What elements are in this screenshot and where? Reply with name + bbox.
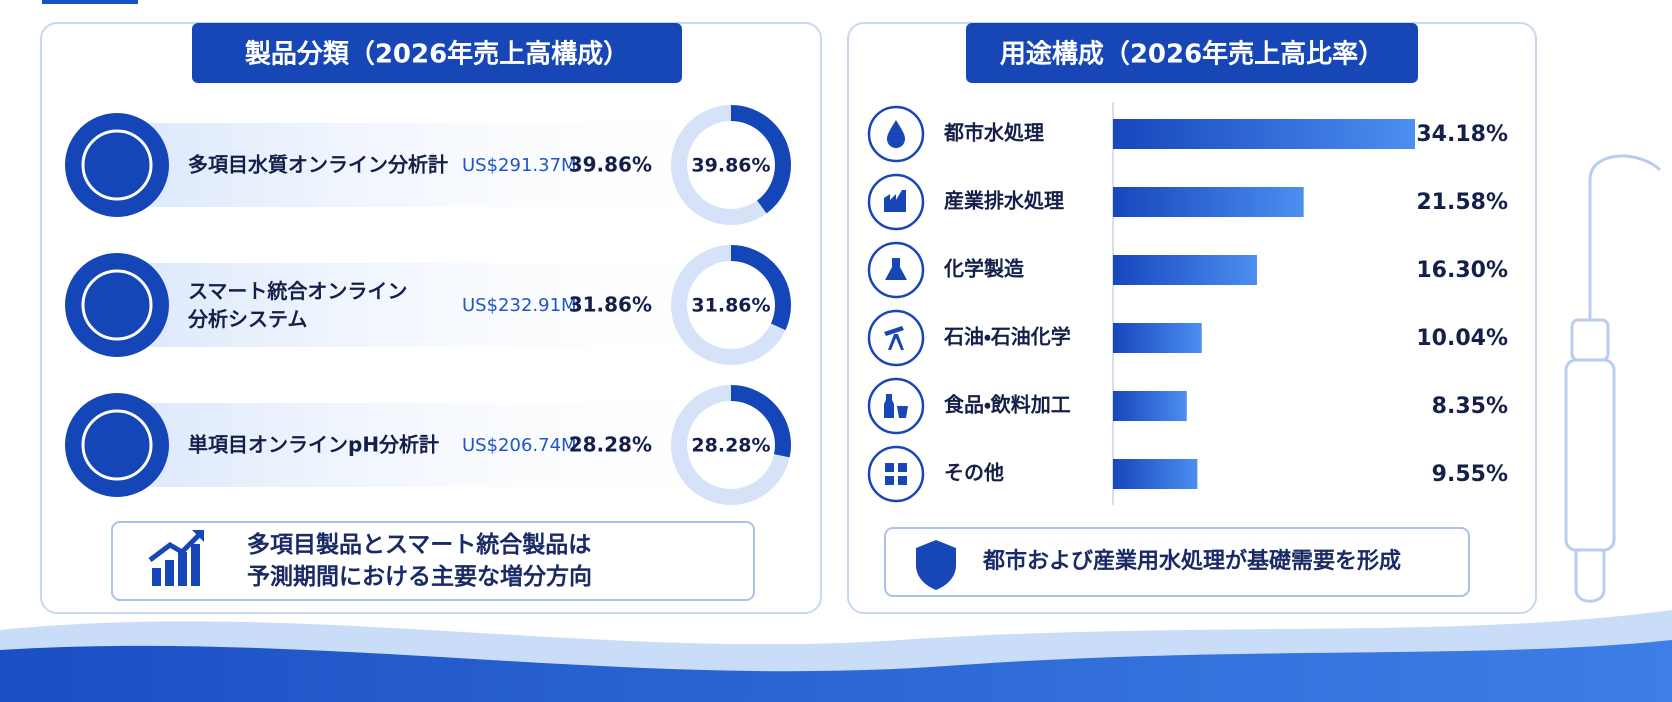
value-label: 9.55% <box>1432 462 1508 487</box>
product-name: スマート統合オンライン分析システム <box>187 279 407 331</box>
product-name: 単項目オンラインpH分析計 <box>188 433 439 457</box>
use-icon <box>885 463 907 485</box>
value-label: 34.18% <box>1416 122 1508 147</box>
bar <box>1113 119 1415 149</box>
category-label: 都市水処理 <box>943 121 1044 145</box>
title-box <box>966 23 1418 83</box>
value-label: 8.35% <box>1432 394 1508 419</box>
use-icon <box>884 394 908 418</box>
amount-label: US$206.74M <box>462 435 577 456</box>
row-band <box>120 263 760 347</box>
donut-arc <box>671 385 791 505</box>
wave <box>0 640 1672 702</box>
bar <box>1113 459 1198 489</box>
bar <box>1113 187 1304 217</box>
value-label: 21.58% <box>1416 190 1508 215</box>
bar <box>1113 391 1187 421</box>
category-label: 石油・石油化学 <box>943 325 1071 349</box>
note-text: 都市および産業用水処理が基礎需要を形成 <box>982 548 1401 574</box>
note-box <box>111 521 755 601</box>
value-label: 28.28% <box>569 433 652 457</box>
product-name: 多項目水質オンライン分析計 <box>188 153 448 177</box>
note-text: 多項目製品とスマート統合製品は予測期間における主要な増分方向 <box>247 531 592 590</box>
bar <box>1113 255 1258 285</box>
product-icon <box>65 113 169 217</box>
use-icon <box>884 326 904 350</box>
category-label: 食品・飲料加工 <box>944 393 1071 417</box>
use-icon <box>885 258 907 280</box>
row-band <box>120 123 760 207</box>
amount-label: US$232.91M <box>462 295 577 316</box>
decor <box>42 0 138 4</box>
note-box <box>884 527 1470 597</box>
category-label: 産業排水処理 <box>944 189 1064 213</box>
value-label: 16.30% <box>1416 258 1508 283</box>
category-label: 化学製造 <box>943 257 1024 281</box>
donut-arc <box>671 105 791 225</box>
product-icon-ring <box>81 409 153 481</box>
title-box <box>192 23 682 83</box>
row-band <box>120 403 760 487</box>
value-label: 31.86% <box>569 293 652 317</box>
panel-title: 用途構成（2026年売上高比率） <box>1000 39 1384 70</box>
use-icon-ring <box>867 445 925 503</box>
pipette-decor <box>1564 154 1662 603</box>
donut-label: 31.86% <box>691 295 770 317</box>
donut-label: 28.28% <box>691 435 770 457</box>
use-icon-ring <box>867 377 925 435</box>
bar <box>1113 323 1202 353</box>
shield-icon <box>916 540 956 590</box>
donut-arc <box>671 245 791 365</box>
donut-label: 39.86% <box>691 155 770 177</box>
panel <box>847 22 1537 614</box>
chart-icon <box>148 530 204 586</box>
value-label: 39.86% <box>569 153 652 177</box>
amount-label: US$291.37M <box>462 155 577 176</box>
product-icon <box>65 253 169 357</box>
product-icon-ring <box>81 129 153 201</box>
use-icon <box>884 190 906 212</box>
product-icon-ring <box>81 269 153 341</box>
category-label: その他 <box>944 461 1004 485</box>
panel-title: 製品分類（2026年売上高構成） <box>245 39 629 70</box>
value-label: 10.04% <box>1416 326 1508 351</box>
product-icon <box>65 393 169 497</box>
use-icon <box>887 120 905 148</box>
